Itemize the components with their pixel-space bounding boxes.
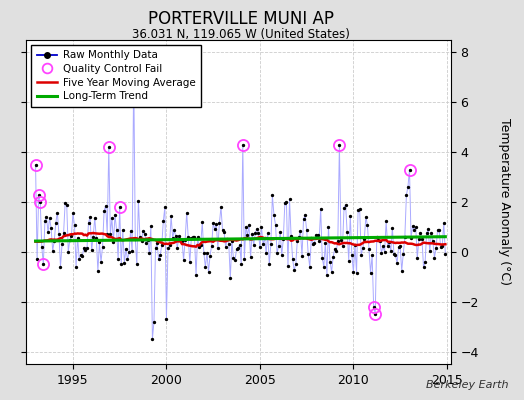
Text: Berkeley Earth: Berkeley Earth bbox=[426, 380, 508, 390]
Text: 36.031 N, 119.065 W (United States): 36.031 N, 119.065 W (United States) bbox=[132, 28, 350, 41]
Legend: Raw Monthly Data, Quality Control Fail, Five Year Moving Average, Long-Term Tren: Raw Monthly Data, Quality Control Fail, … bbox=[31, 45, 201, 106]
Y-axis label: Temperature Anomaly (°C): Temperature Anomaly (°C) bbox=[498, 118, 511, 286]
Text: PORTERVILLE MUNI AP: PORTERVILLE MUNI AP bbox=[148, 10, 334, 28]
